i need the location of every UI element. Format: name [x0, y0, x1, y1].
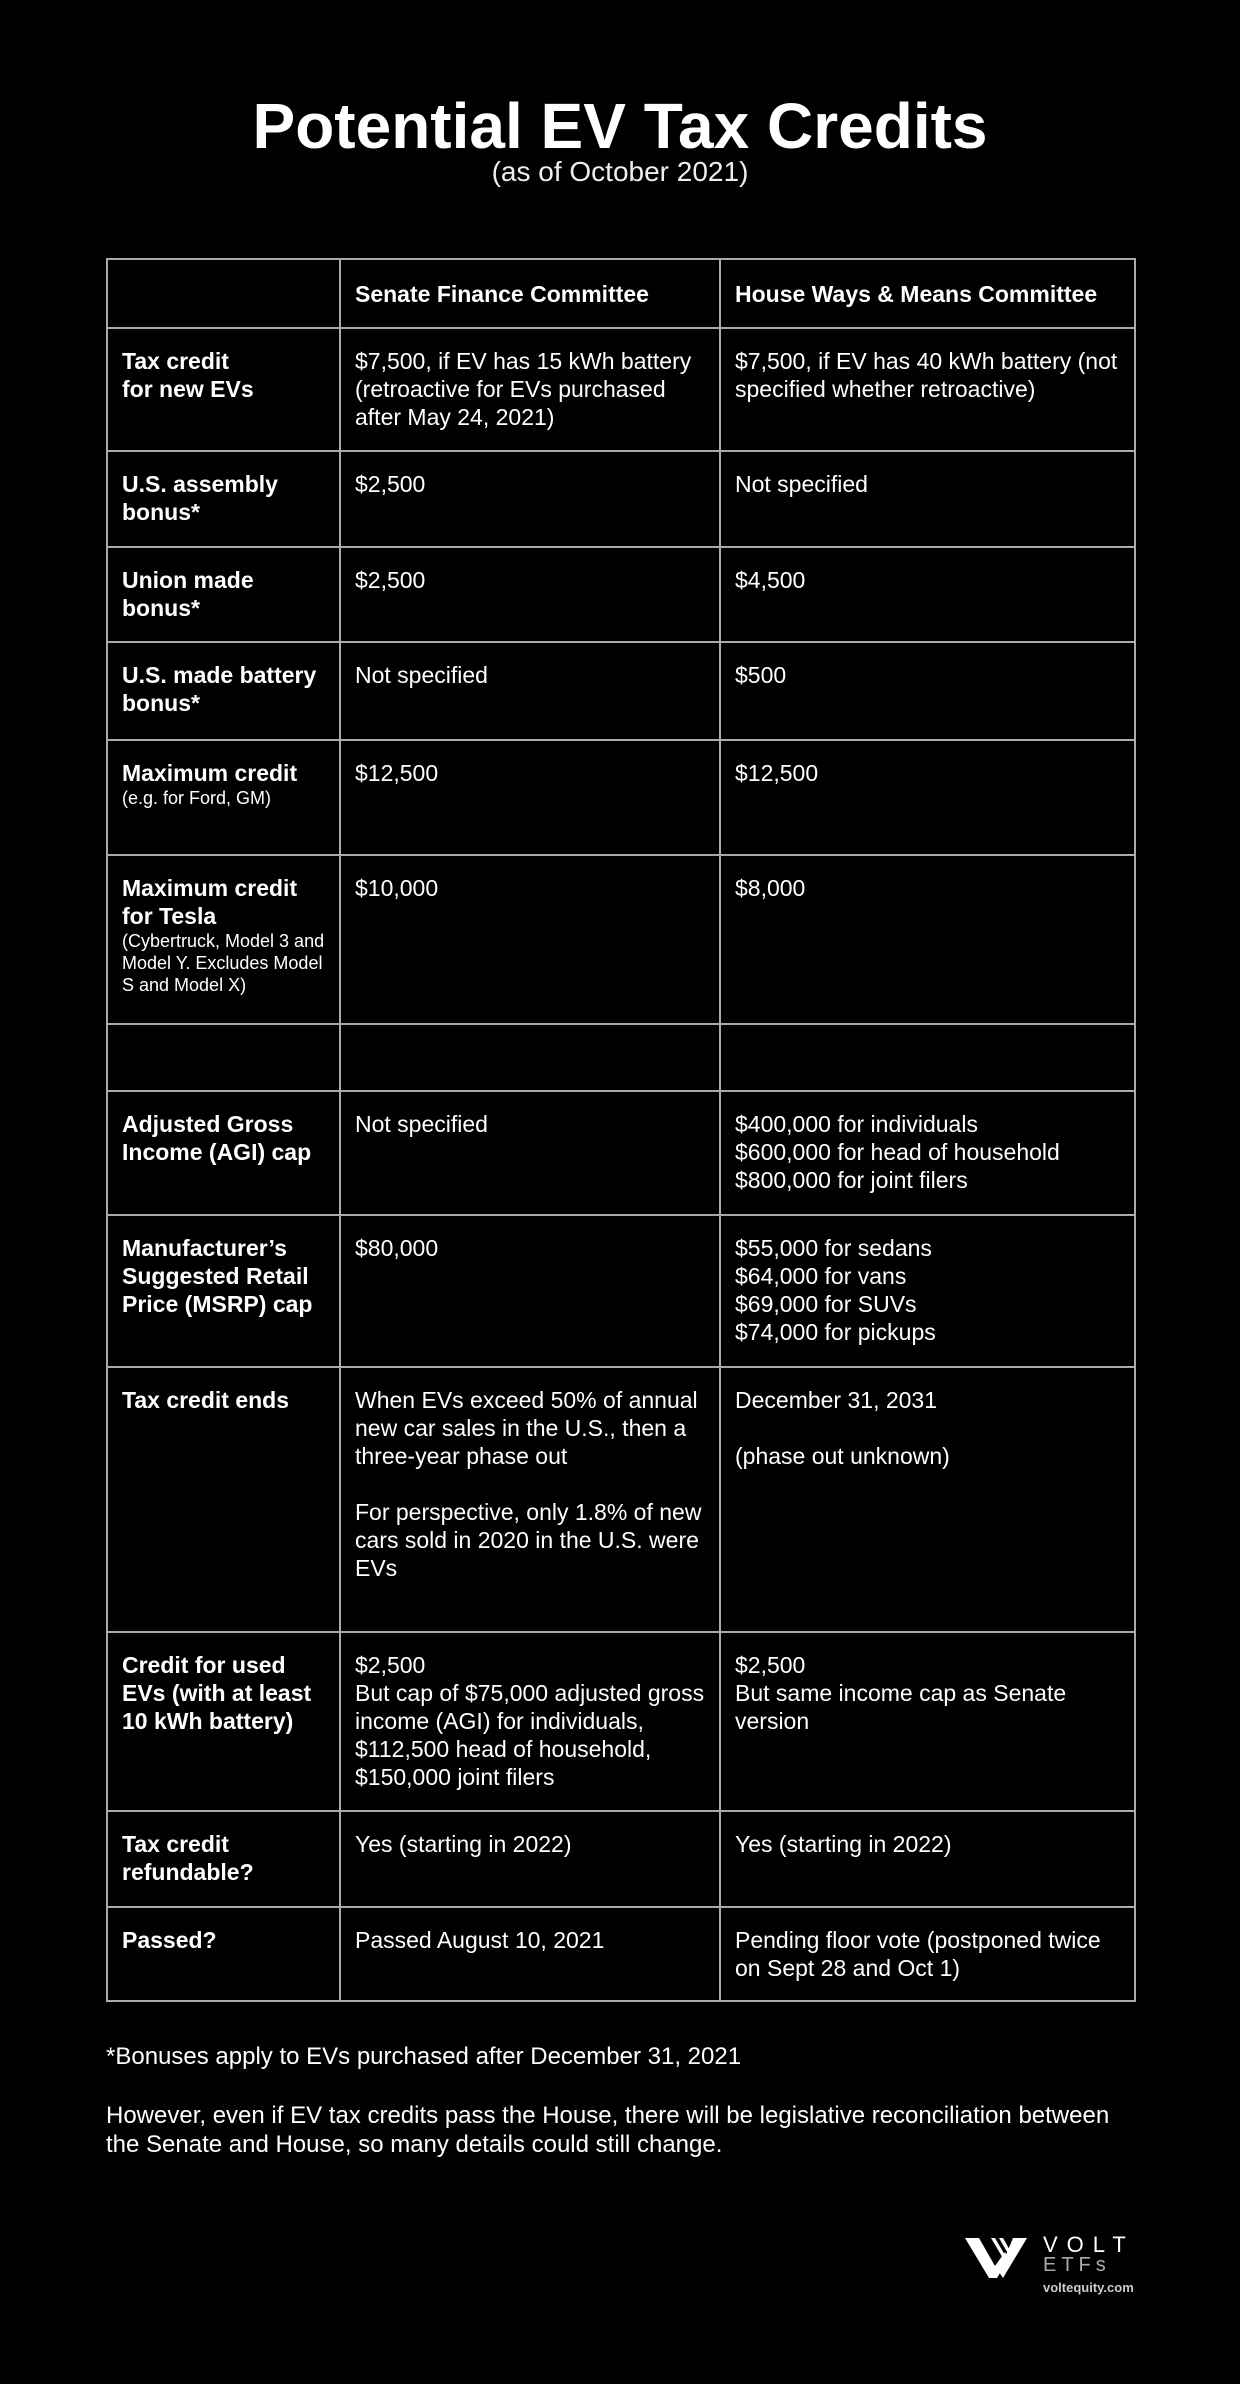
row-label: Tax credit for new EVs: [106, 327, 341, 452]
cell-house: $7,500, if EV has 40 kWh battery (not sp…: [719, 327, 1136, 452]
cell-senate: Passed August 10, 2021: [339, 1906, 721, 2002]
cell-senate: $2,500 But cap of $75,000 adjusted gross…: [339, 1631, 721, 1812]
volt-logo: VOLT ETFs voltequity.com: [965, 2228, 1140, 2295]
row-label-text: Credit for used EVs (with at least 10 kW…: [122, 1652, 312, 1734]
cell-house: $4,500: [719, 546, 1136, 643]
cell-house: $12,500: [719, 739, 1136, 856]
table-row: U.S. assembly bonus* $2,500 Not specified: [106, 450, 1136, 548]
header-senate: Senate Finance Committee: [339, 258, 721, 329]
table-row: Union made bonus* $2,500 $4,500: [106, 546, 1136, 643]
row-label: Union made bonus*: [106, 546, 341, 643]
table-row: [106, 1023, 1136, 1092]
disclaimer: However, even if EV tax credits pass the…: [106, 2102, 1110, 2158]
cell-senate: $2,500: [339, 450, 721, 548]
row-label-text: Adjusted Gross Income (AGI) cap: [122, 1111, 312, 1165]
cell-house: [719, 1023, 1136, 1092]
header-house: House Ways & Means Committee: [719, 258, 1136, 329]
table-row: Tax credit for new EVs $7,500, if EV has …: [106, 327, 1136, 452]
cell-house: Pending floor vote (postponed twice on S…: [719, 1906, 1136, 2002]
footnote: *Bonuses apply to EVs purchased after De…: [106, 2043, 742, 2070]
table-row: Credit for used EVs (with at least 10 kW…: [106, 1631, 1136, 1812]
cell-house: $8,000: [719, 854, 1136, 1025]
table-row: Passed? Passed August 10, 2021 Pending flo…: [106, 1906, 1136, 2002]
table-row: U.S. made battery bonus* Not specified $50…: [106, 641, 1136, 741]
row-label: Maximum credit for Tesla (Cybertruck, Mod…: [106, 854, 341, 1025]
table-row: Tax credit refundable? Yes (starting in 2…: [106, 1810, 1136, 1908]
page-title: Potential EV Tax Credits: [252, 90, 988, 162]
row-label: Maximum credit (e.g. for Ford, GM): [106, 739, 341, 856]
logo-sub: ETFs: [1043, 2254, 1111, 2276]
cell-house: $55,000 for sedans $64,000 for vans $69,…: [719, 1214, 1136, 1368]
cell-house: Not specified: [719, 450, 1136, 548]
row-label-text: Union made bonus*: [122, 567, 254, 621]
row-label: Tax credit ends: [106, 1366, 341, 1633]
table-row: Manufacturer’s Suggested Retail Price (M…: [106, 1214, 1136, 1368]
cell-senate: Not specified: [339, 641, 721, 741]
header-cell-empty: [106, 258, 341, 329]
cell-house: $400,000 for individuals $600,000 for he…: [719, 1090, 1136, 1216]
table-row: Maximum credit (e.g. for Ford, GM) $12,500…: [106, 739, 1136, 856]
cell-senate: $12,500: [339, 739, 721, 856]
cell-senate: $10,000: [339, 854, 721, 1025]
row-label-text: Tax credit refundable?: [122, 1831, 254, 1885]
cell-house: $500: [719, 641, 1136, 741]
row-label-text: Manufacturer’s Suggested Retail Price (M…: [122, 1235, 313, 1317]
row-label-text: Tax credit for new EVs: [122, 348, 254, 402]
cell-senate: $80,000: [339, 1214, 721, 1368]
page-subtitle: (as of October 2021): [491, 156, 749, 187]
cell-house: $2,500 But same income cap as Senate ver…: [719, 1631, 1136, 1812]
cell-senate: $7,500, if EV has 15 kWh battery (retroa…: [339, 327, 721, 452]
row-label-note: (e.g. for Ford, GM): [122, 788, 272, 808]
row-label: Passed?: [106, 1906, 341, 2002]
row-label: Adjusted Gross Income (AGI) cap: [106, 1090, 341, 1216]
row-label: [106, 1023, 341, 1092]
row-label-text: Tax credit ends: [122, 1387, 290, 1413]
row-label: U.S. assembly bonus*: [106, 450, 341, 548]
row-label: Manufacturer’s Suggested Retail Price (M…: [106, 1214, 341, 1368]
table-row: Maximum credit for Tesla (Cybertruck, Mod…: [106, 854, 1136, 1025]
cell-house: December 31, 2031 (phase out unknown): [719, 1366, 1136, 1633]
row-label-text: U.S. made battery bonus*: [122, 662, 317, 716]
cell-senate: When EVs exceed 50% of annual new car sa…: [339, 1366, 721, 1633]
row-label-text: Maximum credit for Tesla: [122, 875, 298, 929]
cell-house: Yes (starting in 2022): [719, 1810, 1136, 1908]
cell-senate: [339, 1023, 721, 1092]
table-row: Tax credit ends When EVs exceed 50% of an…: [106, 1366, 1136, 1633]
table-row: Adjusted Gross Income (AGI) cap Not speci…: [106, 1090, 1136, 1216]
row-label-text: Passed?: [122, 1927, 217, 1953]
cell-senate: $2,500: [339, 546, 721, 643]
logo-name: VOLT: [1043, 2232, 1135, 2257]
logo-url: voltequity.com: [1043, 2280, 1134, 2295]
row-label-note: (Cybertruck, Model 3 and Model Y. Exclud…: [122, 931, 325, 995]
table-header-row: Senate Finance Committee House Ways & Me…: [106, 258, 1136, 329]
row-label: Credit for used EVs (with at least 10 kW…: [106, 1631, 341, 1812]
row-label: U.S. made battery bonus*: [106, 641, 341, 741]
row-label-text: U.S. assembly bonus*: [122, 471, 278, 525]
volt-v-logo-icon: [965, 2238, 1027, 2278]
cell-senate: Not specified: [339, 1090, 721, 1216]
cell-senate: Yes (starting in 2022): [339, 1810, 721, 1908]
row-label-text: Maximum credit: [122, 760, 298, 786]
comparison-table: Senate Finance Committee House Ways & Me…: [106, 258, 1136, 2002]
row-label: Tax credit refundable?: [106, 1810, 341, 1908]
